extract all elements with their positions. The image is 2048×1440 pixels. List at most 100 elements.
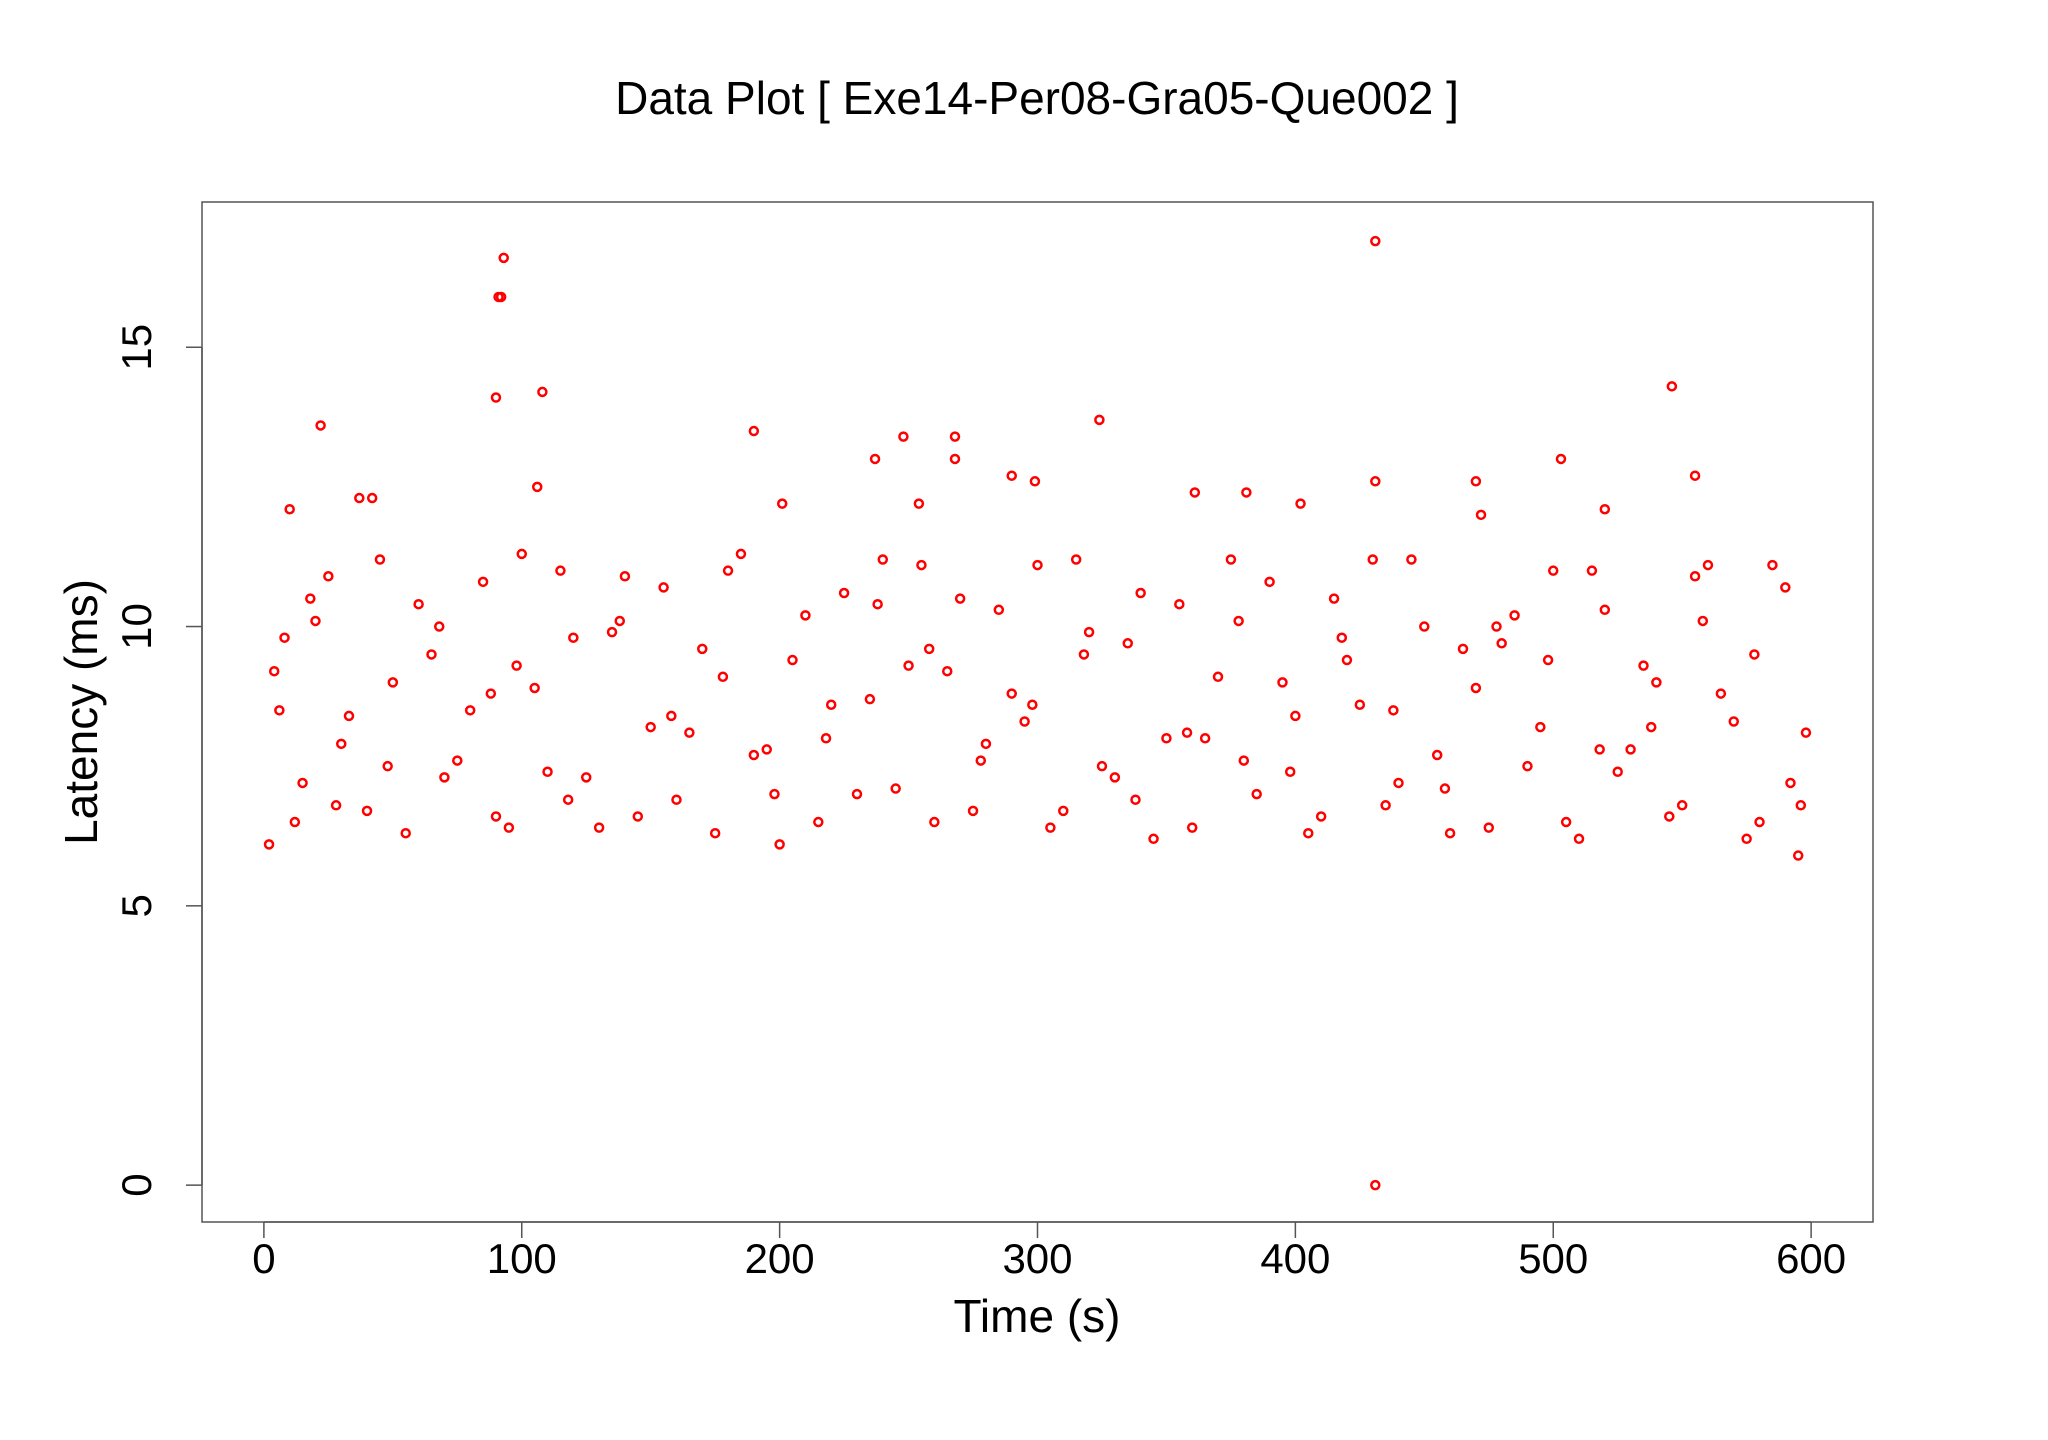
point	[1032, 559, 1043, 571]
point	[1767, 559, 1778, 571]
point	[872, 598, 883, 610]
point	[374, 554, 386, 565]
point	[1006, 470, 1017, 481]
point	[949, 431, 961, 442]
point	[529, 682, 540, 694]
y-tick-label: 10	[113, 603, 160, 650]
point	[787, 654, 798, 666]
point	[1380, 800, 1391, 811]
point	[1303, 827, 1314, 839]
point	[954, 593, 966, 604]
x-tick-label: 0	[252, 1235, 275, 1282]
point	[555, 565, 566, 576]
y-axis-label: Latency (ms)	[55, 579, 107, 845]
point	[1370, 235, 1381, 247]
point	[898, 431, 909, 442]
point	[1186, 822, 1198, 833]
point	[274, 705, 285, 716]
point	[1645, 721, 1657, 733]
point	[284, 503, 295, 515]
point	[477, 576, 489, 588]
y-tick-label: 15	[113, 324, 160, 371]
point	[1483, 822, 1495, 833]
point	[1728, 716, 1739, 727]
point	[1078, 649, 1090, 660]
point	[1666, 381, 1678, 392]
point	[645, 721, 656, 733]
point	[413, 598, 424, 610]
x-tick-label: 600	[1776, 1235, 1846, 1282]
point	[671, 794, 682, 805]
point	[1542, 654, 1554, 666]
x-axis-label: Time (s)	[954, 1290, 1121, 1342]
point	[1341, 654, 1353, 666]
chart-title: Data Plot [ Exe14-Per08-Gra05-Que002 ]	[615, 72, 1459, 124]
point	[511, 660, 522, 671]
point	[498, 252, 509, 264]
point	[722, 565, 734, 576]
point	[323, 571, 334, 582]
point	[877, 554, 889, 565]
point	[820, 733, 832, 744]
point	[1393, 777, 1404, 789]
point	[1702, 559, 1714, 571]
point	[1612, 766, 1623, 778]
point	[1715, 688, 1727, 699]
point	[1638, 660, 1649, 671]
point	[1419, 621, 1430, 632]
point	[1122, 638, 1134, 649]
point	[1754, 816, 1765, 828]
point	[684, 727, 695, 738]
point	[537, 386, 548, 398]
point	[949, 453, 961, 465]
point	[1676, 800, 1688, 811]
point	[813, 816, 824, 828]
point	[1083, 626, 1095, 638]
point	[967, 805, 979, 817]
point	[1006, 688, 1017, 699]
point	[800, 610, 811, 621]
point	[658, 582, 669, 593]
point	[1555, 453, 1567, 465]
point	[400, 827, 411, 839]
point	[439, 772, 450, 783]
point	[869, 453, 881, 465]
point	[1599, 503, 1611, 515]
plot-frame	[201, 201, 1874, 1223]
point	[735, 548, 747, 560]
point	[748, 425, 760, 437]
point	[426, 649, 437, 660]
point	[1689, 470, 1701, 481]
point	[1336, 632, 1348, 643]
point	[1444, 827, 1456, 839]
point	[315, 420, 326, 431]
point	[851, 788, 863, 800]
point	[1174, 598, 1185, 610]
point	[1535, 721, 1546, 733]
point	[1109, 772, 1121, 783]
point	[697, 643, 708, 655]
point	[297, 777, 308, 789]
point	[1130, 794, 1141, 805]
point	[289, 816, 301, 828]
point	[1594, 744, 1605, 755]
point	[1212, 671, 1224, 683]
point	[1070, 554, 1082, 565]
point	[1431, 749, 1443, 761]
point	[1096, 760, 1108, 772]
point	[1780, 582, 1791, 593]
point	[774, 839, 785, 850]
point	[1181, 727, 1193, 738]
point	[263, 839, 275, 850]
point	[310, 615, 321, 627]
point	[1295, 498, 1306, 509]
point	[614, 615, 625, 627]
point	[1370, 476, 1381, 487]
point	[1625, 744, 1636, 755]
point	[495, 291, 507, 303]
point	[1560, 816, 1572, 828]
point	[632, 811, 644, 822]
point	[975, 755, 987, 766]
point	[1697, 615, 1709, 627]
